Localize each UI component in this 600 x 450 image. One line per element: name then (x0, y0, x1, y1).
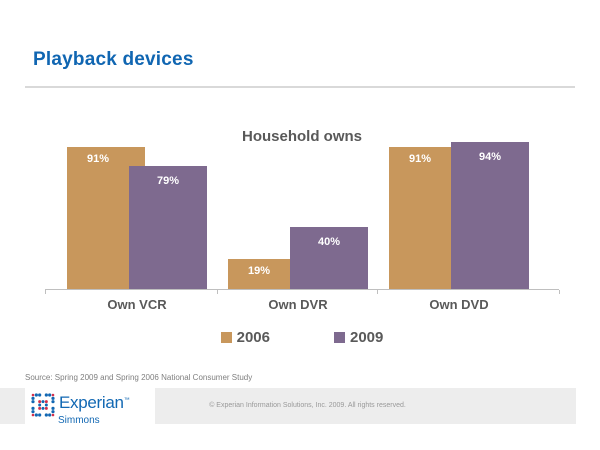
category-label-own-dvr: Own DVR (268, 297, 328, 312)
legend-item-2009: 2009 (334, 329, 383, 346)
simmons-label: Simmons (58, 415, 100, 426)
legend-label-2006: 2006 (236, 329, 270, 346)
category-label-own-vcr: Own VCR (107, 297, 167, 312)
chart-title: Household owns (242, 128, 362, 145)
chart-legend: 2006 2009 (45, 329, 559, 346)
legend-item-2006: 2006 (220, 329, 270, 346)
source-note: Source: Spring 2009 and Spring 2006 Nati… (25, 373, 253, 382)
legend-label-2009: 2009 (350, 329, 384, 346)
title-divider (25, 86, 575, 88)
copyright-text: © Experian Information Solutions, Inc. 2… (209, 402, 406, 409)
bar-2009-own-dvr: 40% (290, 227, 368, 289)
axis-tick (45, 290, 46, 294)
axis-tick (217, 290, 218, 294)
axis-tick (559, 290, 560, 294)
bar-value-label: 19% (247, 265, 271, 277)
bar-value-label: 94% (478, 151, 502, 163)
experian-dots-icon (31, 393, 55, 417)
experian-logo-text: Experian™ (59, 393, 130, 412)
footer-band: Experian™ Simmons © Experian Information… (0, 388, 576, 429)
legend-swatch-2009 (334, 332, 345, 343)
page-title: Playback devices (33, 49, 194, 70)
category-label-own-dvd: Own DVD (429, 297, 489, 312)
bar-2009-own-vcr: 79% (129, 166, 207, 289)
legend-swatch-2006 (220, 332, 232, 343)
bar-value-label: 91% (408, 153, 432, 165)
bar-value-label: 40% (317, 236, 341, 248)
bar-value-label: 91% (86, 153, 110, 165)
experian-logo: Experian™ Simmons (25, 388, 155, 429)
axis-tick (377, 290, 378, 294)
bar-value-label: 79% (156, 175, 180, 187)
chart-plot-area: 91% 79% Own VCR 19% 40% Own DVR 91% 94% Own DVD (45, 133, 560, 312)
trademark-symbol: ™ (123, 397, 130, 404)
bar-2009-own-dvd: 94% (451, 142, 529, 289)
x-axis-line (45, 289, 559, 290)
